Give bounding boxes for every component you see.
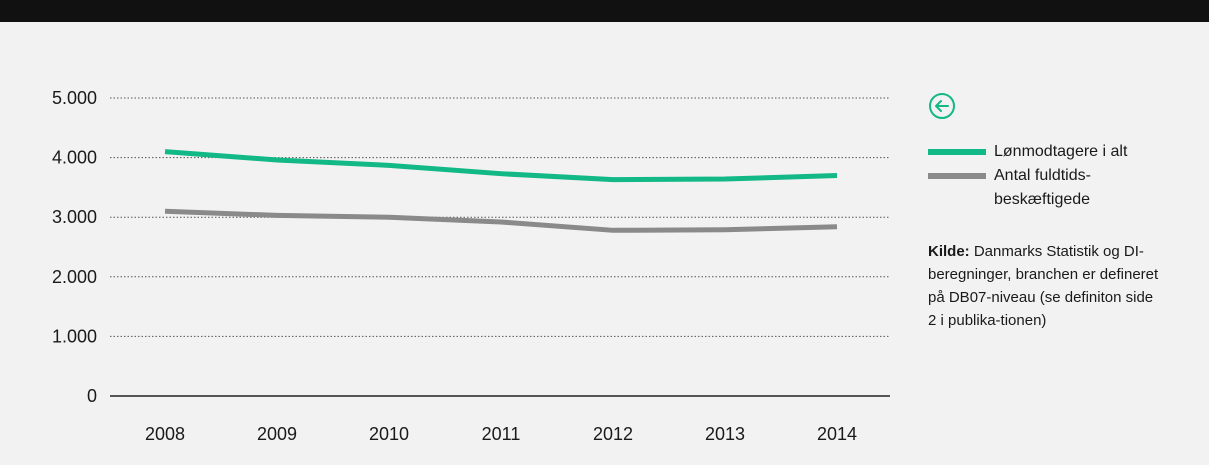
- y-tick-label: 2.000: [52, 267, 97, 287]
- y-tick-label: 3.000: [52, 207, 97, 227]
- x-tick-label: 2014: [817, 424, 857, 444]
- source-label: Kilde:: [928, 243, 970, 260]
- x-tick-label: 2012: [593, 424, 633, 444]
- legend: Lønmodtagere i alt Antal fuldtids-beskæf…: [928, 140, 1198, 212]
- x-tick-label: 2013: [705, 424, 745, 444]
- legend-label: Antal fuldtids-beskæftigede: [994, 167, 1091, 208]
- y-tick-label: 1.000: [52, 326, 97, 346]
- legend-item-lonmodtagere: Lønmodtagere i alt: [928, 140, 1198, 164]
- source-note: Kilde: Danmarks Statistik og DI-beregnin…: [928, 240, 1163, 332]
- x-tick-label: 2011: [482, 424, 521, 444]
- series-line-fuldtids: [164, 208, 838, 233]
- legend-swatch-grey: [928, 173, 986, 179]
- legend-label: Lønmodtagere i alt: [994, 143, 1128, 160]
- x-tick-label: 2010: [369, 424, 409, 444]
- y-tick-label: 5.000: [52, 88, 97, 108]
- y-tick-label: 4.000: [52, 148, 97, 168]
- line-chart: 0 1.000 2.000 3.000 4.000 5.000 2008 2009 2010 20…: [52, 88, 890, 444]
- legend-swatch-green: [928, 149, 986, 155]
- side-panel: Lønmodtagere i alt Antal fuldtids-beskæf…: [928, 92, 1198, 332]
- y-tick-label: 0: [87, 386, 97, 406]
- x-tick-label: 2008: [145, 424, 185, 444]
- series-line-lonmodtagere: [164, 149, 838, 183]
- legend-item-fuldtids: Antal fuldtids-beskæftigede: [928, 164, 1198, 212]
- x-tick-label: 2009: [257, 424, 297, 444]
- arrow-left-circle-icon[interactable]: [928, 92, 956, 120]
- top-bar: [0, 0, 1209, 22]
- source-text: Danmarks Statistik og DI-beregninger, br…: [928, 243, 1159, 329]
